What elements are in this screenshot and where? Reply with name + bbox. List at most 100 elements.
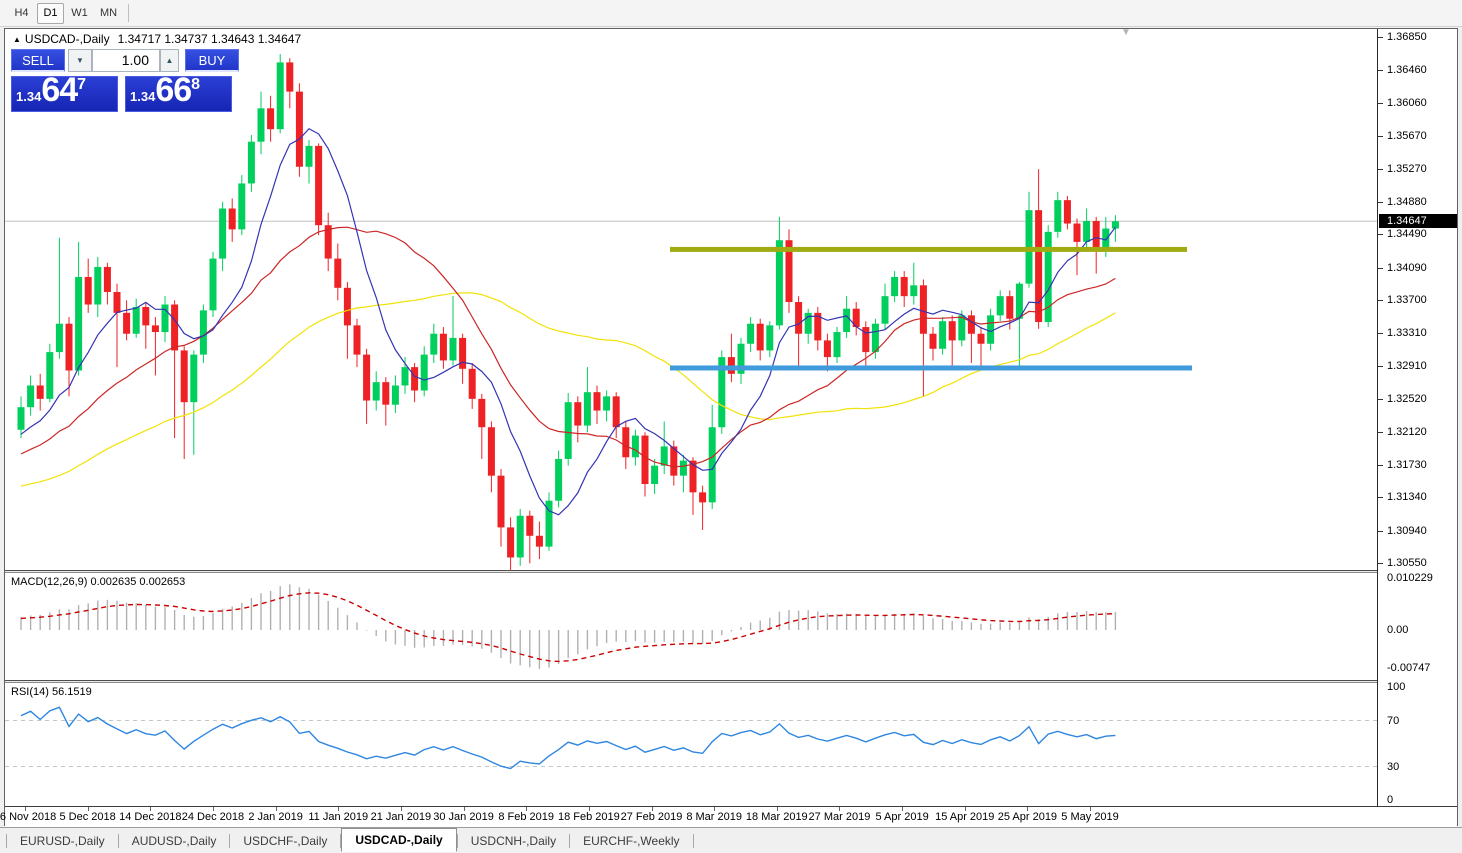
price-axis[interactable]: 1.36850 1.36460 1.36060 1.35670 1.35270 1.348…	[1377, 29, 1457, 806]
price-axis-tick	[1378, 366, 1383, 368]
candle-body	[382, 382, 390, 405]
candle-body	[919, 285, 927, 334]
price-axis-label: 1.33310	[1387, 326, 1427, 339]
timeframe-button-d1[interactable]: D1	[37, 3, 64, 24]
tab-item-usdchf[interactable]: USDCHF-,Daily	[243, 834, 328, 848]
macd-chart[interactable]	[5, 573, 1377, 680]
buy-button[interactable]: BUY	[185, 49, 239, 72]
candle-body	[17, 407, 25, 430]
candle-body	[315, 145, 323, 226]
tab-item-usdcad[interactable]: USDCAD-,Daily	[341, 828, 457, 852]
price-axis-tick	[1378, 169, 1383, 171]
candle-body	[161, 304, 169, 333]
macd-axis-label: -0.00747	[1387, 662, 1431, 674]
price-axis-tick	[1378, 135, 1383, 137]
volume-decrease-button[interactable]: ▼	[68, 49, 92, 72]
candle-body	[1111, 221, 1119, 229]
buy-price-big: 66	[155, 76, 192, 109]
price-axis-label: 1.35270	[1387, 163, 1427, 176]
sell-price-box[interactable]: 1.34647	[11, 76, 118, 112]
candle-body	[516, 515, 524, 558]
timeframe-button-h4[interactable]: H4	[8, 3, 35, 24]
candle-body	[977, 333, 985, 344]
volume-increase-button[interactable]: ▲	[160, 49, 179, 72]
chart-symbol-label: USDCAD-,Daily	[24, 32, 110, 46]
tab-item-eurchf[interactable]: EURCHF-,Weekly	[583, 834, 680, 848]
volume-input[interactable]: 1.00	[92, 49, 160, 72]
date-axis-label: 27 Feb 2019	[620, 811, 683, 823]
date-axis-label: 27 Mar 2019	[808, 811, 871, 823]
price-axis-tick	[1378, 69, 1383, 71]
price-axis-label: 1.34490	[1387, 228, 1427, 241]
candle-body	[660, 446, 668, 466]
candle-body	[46, 352, 54, 399]
date-axis[interactable]: 26 Nov 2018 5 Dec 2018 14 Dec 2018 24 Dec 2…	[0, 806, 1457, 827]
price-axis-label: 1.36060	[1387, 97, 1427, 110]
ma-line-slow	[20, 292, 1116, 487]
candle-body	[574, 402, 582, 426]
chart-shift-marker-icon[interactable]: ▼	[1121, 27, 1131, 38]
candle-body	[843, 308, 851, 333]
candle-body	[948, 321, 956, 341]
tab-separator	[692, 833, 694, 848]
sell-price-prefix: 1.34	[16, 89, 42, 104]
date-axis-tick	[87, 807, 89, 811]
tab-item-audusd[interactable]: AUDUSD-,Daily	[131, 834, 217, 848]
candle-body	[459, 337, 467, 369]
candle-body	[36, 385, 44, 399]
timeframe-button-mn[interactable]: MN	[95, 3, 122, 24]
chart-tab-bar: EURUSD-,Daily AUDUSD-,Daily USDCHF-,Daily U…	[0, 827, 1462, 852]
candle-body	[238, 183, 246, 230]
price-axis-tick	[1378, 300, 1383, 302]
support-line[interactable]	[670, 365, 1192, 371]
tab-item-eurusd[interactable]: EURUSD-,Daily	[20, 834, 105, 848]
candle-body	[353, 325, 361, 355]
timeframe-button-w1[interactable]: W1	[66, 3, 93, 24]
candle-body	[372, 382, 380, 401]
candle-body	[449, 337, 457, 361]
candle-body	[593, 392, 601, 411]
macd-axis-label: 0.010229	[1387, 572, 1433, 584]
tab-item-usdcnh[interactable]: USDCNH-,Daily	[470, 834, 557, 848]
candle-body	[487, 427, 495, 476]
candle-body	[526, 515, 534, 536]
date-axis-tick	[150, 807, 152, 811]
candle-body	[679, 460, 687, 476]
candle-body	[391, 385, 399, 405]
sell-button[interactable]: SELL	[11, 49, 65, 72]
price-axis-label: 1.36460	[1387, 63, 1427, 76]
collapse-panel-icon[interactable]: ▲	[13, 35, 21, 44]
toolbar-separator	[128, 4, 129, 22]
candle-body	[939, 321, 947, 349]
panel-splitter[interactable]	[5, 570, 1377, 573]
macd-panel[interactable]: MACD(12,26,9) 0.002635 0.002653	[5, 573, 1377, 680]
candle-body	[27, 385, 35, 408]
price-axis-tick	[1378, 497, 1383, 499]
candle-body	[439, 333, 447, 361]
candle-body	[219, 208, 227, 259]
panel-splitter[interactable]	[5, 680, 1377, 683]
candle-body	[987, 315, 995, 344]
rsi-axis-label: 70	[1387, 714, 1400, 727]
resistance-line[interactable]	[670, 246, 1187, 252]
date-axis-tick	[526, 807, 528, 811]
candle-body	[1083, 221, 1091, 242]
candle-body	[305, 145, 313, 167]
candle-body	[94, 266, 102, 305]
date-axis-tick	[902, 807, 904, 811]
candle-body	[545, 500, 553, 547]
main-chart-area[interactable]: ▲ USDCAD-,Daily 1.34717 1.34737 1.34643 1.…	[5, 27, 1377, 571]
candle-body	[708, 427, 716, 503]
date-axis-tick	[776, 807, 778, 811]
rsi-panel[interactable]: RSI(14) 56.1519	[5, 683, 1377, 806]
price-axis-label: 1.32120	[1387, 426, 1427, 439]
candlestick-chart[interactable]	[5, 29, 1377, 571]
candles	[17, 54, 1119, 571]
buy-price-box[interactable]: 1.34668	[125, 76, 232, 112]
candle-body	[910, 285, 918, 297]
candle-body	[622, 427, 630, 458]
candle-body	[267, 108, 275, 130]
candle-body	[324, 225, 332, 259]
candle-body	[804, 312, 812, 334]
rsi-chart[interactable]	[5, 683, 1377, 806]
